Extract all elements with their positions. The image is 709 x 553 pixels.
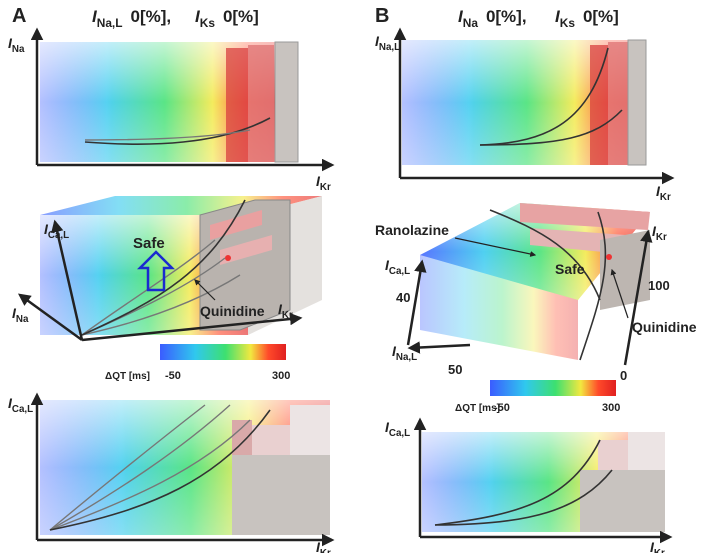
value: 0[%],: [486, 7, 527, 26]
subscript: Na,L: [396, 352, 417, 363]
annotation: Quinidine: [200, 303, 265, 319]
symbol: I: [375, 33, 380, 49]
colorbar-label: ΔQT [ms]: [455, 403, 500, 414]
subscript: Kr: [282, 310, 293, 321]
symbol-label: IKr: [278, 301, 293, 321]
symbol: I: [555, 7, 561, 26]
tick-label: 100: [648, 278, 670, 293]
plot-a-middle: [17, 196, 322, 342]
subscript: Ca,L: [48, 230, 69, 241]
subscript: Na: [16, 314, 29, 325]
subscript: Na,L: [97, 16, 123, 30]
colorbar-b: [490, 380, 616, 396]
subscript: Kr: [660, 192, 671, 203]
symbol: I: [92, 7, 98, 26]
symbol-label: IKs 0[%]: [195, 7, 259, 30]
colorbar-max: 300: [602, 402, 620, 414]
subscript: Kr: [320, 182, 331, 193]
plot-a-bottom: [30, 392, 335, 547]
subscript: Ks: [560, 16, 576, 30]
symbol: I: [195, 7, 201, 26]
symbol: I: [392, 343, 397, 359]
tick-label: 50: [448, 362, 462, 377]
symbol-label: INa: [8, 35, 25, 55]
symbol-label: IKr: [656, 183, 671, 203]
symbol-label: IKs 0[%]: [555, 7, 619, 30]
symbol: I: [8, 35, 13, 51]
symbol: I: [316, 173, 321, 189]
symbol-label: INa 0[%],: [458, 7, 527, 30]
symbol: I: [656, 183, 661, 199]
symbol: I: [8, 395, 13, 411]
annotation: Safe: [133, 235, 165, 252]
colorbar-max: 300: [272, 370, 290, 382]
subscript: Na,L: [379, 42, 400, 53]
subscript: Na: [12, 44, 25, 55]
annotation: Quinidine: [632, 319, 697, 335]
subscript: Kr: [320, 548, 331, 553]
plot-b-top: [393, 27, 675, 185]
tick-label: 0: [620, 368, 627, 383]
colorbar-min: -50: [165, 370, 181, 382]
plot-a-top: [30, 27, 335, 172]
annotation: Safe: [555, 261, 585, 277]
value: 0[%]: [583, 7, 619, 26]
symbol: I: [316, 539, 321, 553]
symbol-label: IKr: [316, 539, 331, 553]
symbol-label: ICa,L: [8, 395, 33, 415]
symbol: I: [385, 419, 390, 435]
subscript: Ca,L: [389, 266, 410, 277]
subscript: Na: [463, 16, 479, 30]
subscript: Kr: [656, 232, 667, 243]
subscript: Ks: [200, 16, 216, 30]
colorbar-min: -50: [494, 402, 510, 414]
symbol: I: [650, 539, 655, 553]
annotation: Ranolazine: [375, 222, 449, 238]
symbol-label: ICa,L: [44, 221, 69, 241]
subscript: Kr: [654, 548, 665, 553]
value: 0[%]: [223, 7, 259, 26]
symbol: I: [12, 305, 17, 321]
panel-label: A: [12, 5, 26, 27]
subscript: Ca,L: [389, 428, 410, 439]
symbol-label: IKr: [652, 223, 667, 243]
colorbar-label: ΔQT [ms]: [105, 371, 150, 382]
symbol-label: INa,L: [392, 343, 417, 363]
symbol-label: IKr: [650, 539, 665, 553]
panel-label: B: [375, 5, 389, 27]
symbol-label: INa,L: [375, 33, 400, 53]
symbol: I: [458, 7, 464, 26]
symbol: I: [44, 221, 49, 237]
plot-b-middle: [406, 203, 653, 366]
symbol-label: IKr: [316, 173, 331, 193]
colorbar-a: [160, 344, 286, 360]
symbol: I: [385, 257, 390, 273]
symbol: I: [278, 301, 283, 317]
symbol-label: ICa,L: [385, 257, 410, 277]
symbol: I: [652, 223, 657, 239]
value: 0[%],: [131, 7, 172, 26]
tick-label: 40: [396, 290, 410, 305]
symbol-label: INa: [12, 305, 29, 325]
symbol-label: INa,L 0[%],: [92, 7, 171, 30]
plot-b-bottom: [413, 417, 673, 544]
subscript: Ca,L: [12, 404, 33, 415]
symbol-label: ICa,L: [385, 419, 410, 439]
